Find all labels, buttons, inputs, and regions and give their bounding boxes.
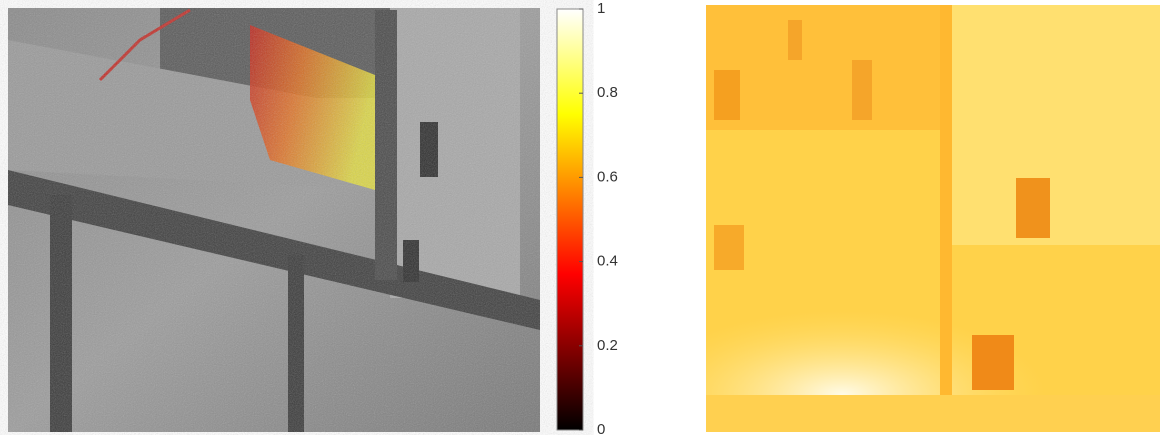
tick-label: 0.6 bbox=[597, 168, 618, 185]
tick-label: 0.2 bbox=[597, 337, 618, 354]
tick-label: 0.4 bbox=[597, 253, 618, 270]
tick-label: 0.8 bbox=[597, 84, 618, 101]
tick-label: 0 bbox=[597, 421, 605, 435]
figure: 0 0.2 0.4 0.6 0.8 1 bbox=[0, 0, 1166, 435]
colorbar bbox=[557, 9, 583, 430]
depth-image bbox=[706, 5, 1160, 432]
overlay-image bbox=[8, 8, 540, 432]
tick-label: 1 bbox=[597, 0, 605, 17]
